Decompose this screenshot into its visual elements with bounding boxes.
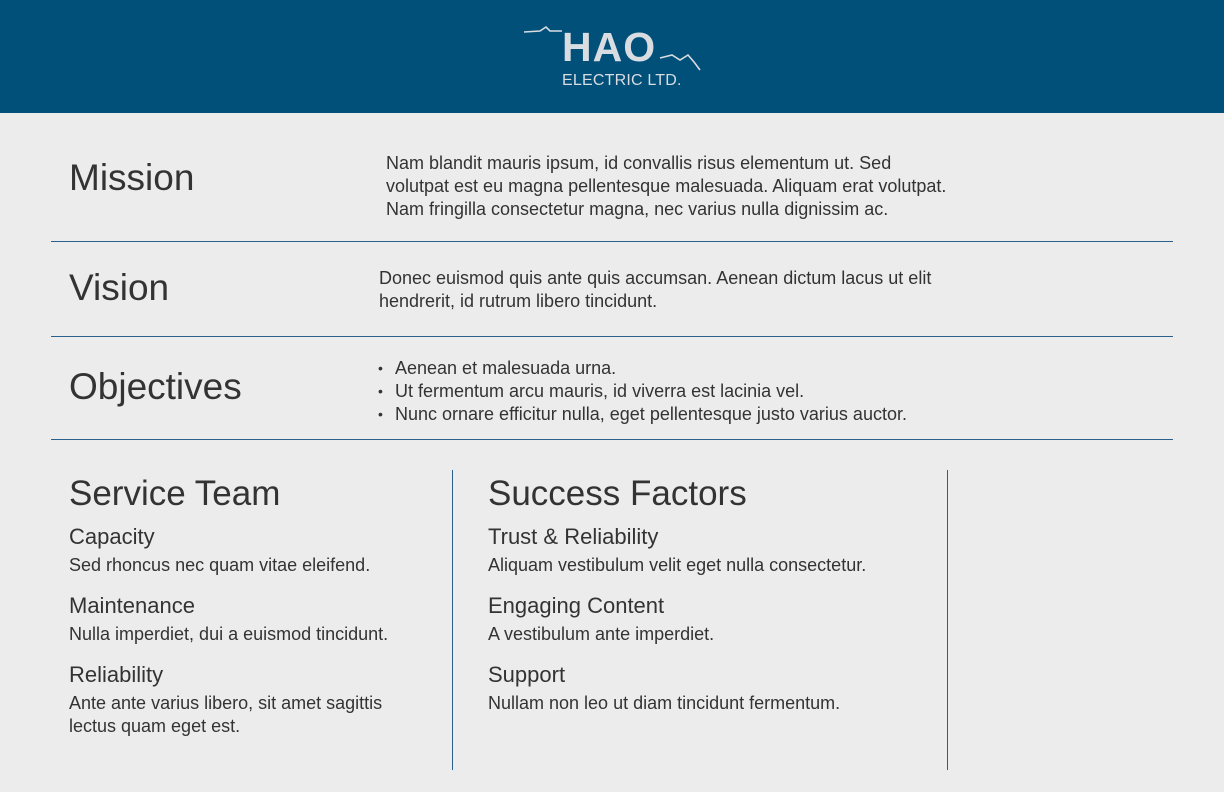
column-divider: [452, 470, 453, 770]
vision-text: Donec euismod quis ante quis accumsan. A…: [379, 267, 931, 313]
success-item-desc: Aliquam vestibulum velit eget nulla cons…: [488, 555, 867, 575]
service-item-title: Capacity: [69, 524, 155, 549]
service-item-desc: Sed rhoncus nec quam vitae eleifend.: [69, 555, 371, 575]
success-item-desc: Nullam non leo ut diam tincidunt ferment…: [488, 693, 841, 713]
success-factors-heading: Success Factors: [488, 474, 747, 513]
objective-item: Aenean et malesuada urna.: [378, 357, 907, 380]
section-divider: [51, 336, 1173, 337]
objectives-list: Aenean et malesuada urna. Ut fermentum a…: [378, 357, 907, 426]
service-item-title: Reliability: [69, 662, 164, 687]
success-item-title: Engaging Content: [488, 593, 665, 618]
service-team-heading: Service Team: [69, 474, 281, 513]
objectives-title: Objectives: [69, 366, 242, 407]
section-divider: [51, 439, 1173, 440]
objective-item: Nunc ornare efficitur nulla, eget pellen…: [378, 403, 907, 426]
vision-line: hendrerit, id rutrum libero tincidunt.: [379, 291, 658, 311]
vision-line: Donec euismod quis ante quis accumsan. A…: [379, 268, 932, 288]
mission-title: Mission: [69, 157, 195, 198]
mission-text: Nam blandit mauris ipsum, id convallis r…: [386, 152, 946, 221]
service-item-desc: Ante ante varius libero, sit amet sagitt…: [69, 692, 382, 738]
mission-line: Nam blandit mauris ipsum, id convallis r…: [386, 153, 892, 173]
mission-line: volutpat est eu magna pellentesque males…: [386, 176, 947, 196]
success-item-title: Support: [488, 662, 566, 687]
service-item-title: Maintenance: [69, 593, 195, 618]
service-item-desc: Nulla imperdiet, dui a euismod tincidunt…: [69, 624, 389, 644]
objective-item: Ut fermentum arcu mauris, id viverra est…: [378, 380, 907, 403]
logo-lightning-icon: [523, 25, 701, 71]
page-header: HAO ELECTRIC LTD.: [0, 0, 1224, 113]
mission-line: Nam fringilla consectetur magna, nec var…: [386, 199, 889, 219]
logo-wordmark: HAO: [562, 24, 657, 70]
section-divider: [51, 241, 1173, 242]
company-logo: HAO ELECTRIC LTD.: [522, 24, 702, 94]
vision-title: Vision: [69, 267, 170, 308]
service-item-desc-line: lectus quam eget est.: [69, 716, 241, 736]
logo-subtitle: ELECTRIC LTD.: [562, 72, 682, 89]
success-item-desc: A vestibulum ante imperdiet.: [488, 624, 715, 644]
column-divider: [947, 470, 948, 770]
success-item-title: Trust & Reliability: [488, 524, 659, 549]
service-item-desc-line: Ante ante varius libero, sit amet sagitt…: [69, 693, 383, 713]
